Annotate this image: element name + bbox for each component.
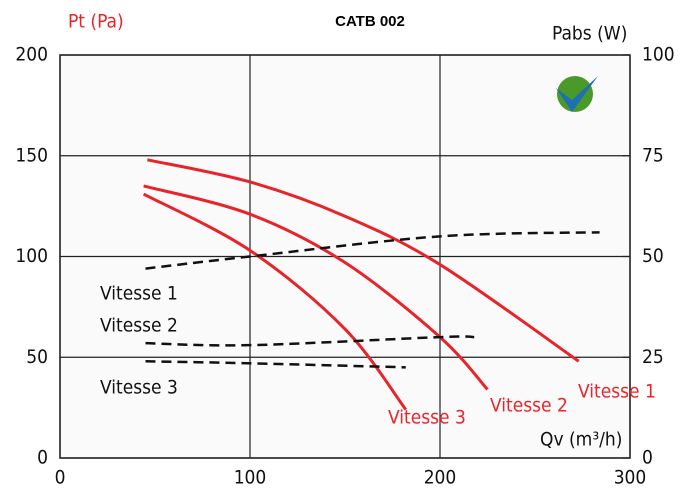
y-tick-label: 0 [37, 447, 48, 469]
y-tick-label: 200 [15, 44, 48, 66]
series-label: Vitesse 3 [388, 407, 466, 429]
y2-axis-label: Pabs (W) [552, 23, 627, 45]
y2-tick-label: 25 [642, 346, 664, 368]
series-line [143, 184, 489, 391]
y2-tick-label: 50 [642, 245, 664, 267]
series-label: Vitesse 3 [100, 377, 178, 399]
y-tick-label: 50 [26, 346, 48, 368]
series-label: Vitesse 2 [100, 315, 178, 337]
x-axis-label: Qv (m³/h) [540, 429, 622, 451]
series-label: Vitesse 2 [490, 395, 568, 417]
x-tick-label: 200 [424, 467, 457, 489]
logo [556, 76, 598, 112]
series-label: Vitesse 1 [100, 283, 178, 305]
x-tick-label: 100 [234, 467, 267, 489]
series-label: Vitesse 1 [578, 381, 656, 403]
y-axis-label: Pt (Pa) [68, 11, 124, 33]
y2-tick-label: 100 [642, 44, 675, 66]
x-tick-label: 0 [55, 467, 66, 489]
y-tick-label: 150 [15, 144, 48, 166]
series-line [145, 335, 475, 347]
chart-title: CATB 002 [335, 13, 405, 30]
y2-tick-label: 75 [642, 144, 664, 166]
series-line [145, 231, 600, 270]
series-line [145, 360, 406, 369]
x-tick-label: 300 [614, 467, 647, 489]
y-tick-label: 100 [15, 245, 48, 267]
y2-tick-label: 0 [642, 447, 653, 469]
series-line [142, 192, 407, 411]
series-line [147, 158, 580, 363]
